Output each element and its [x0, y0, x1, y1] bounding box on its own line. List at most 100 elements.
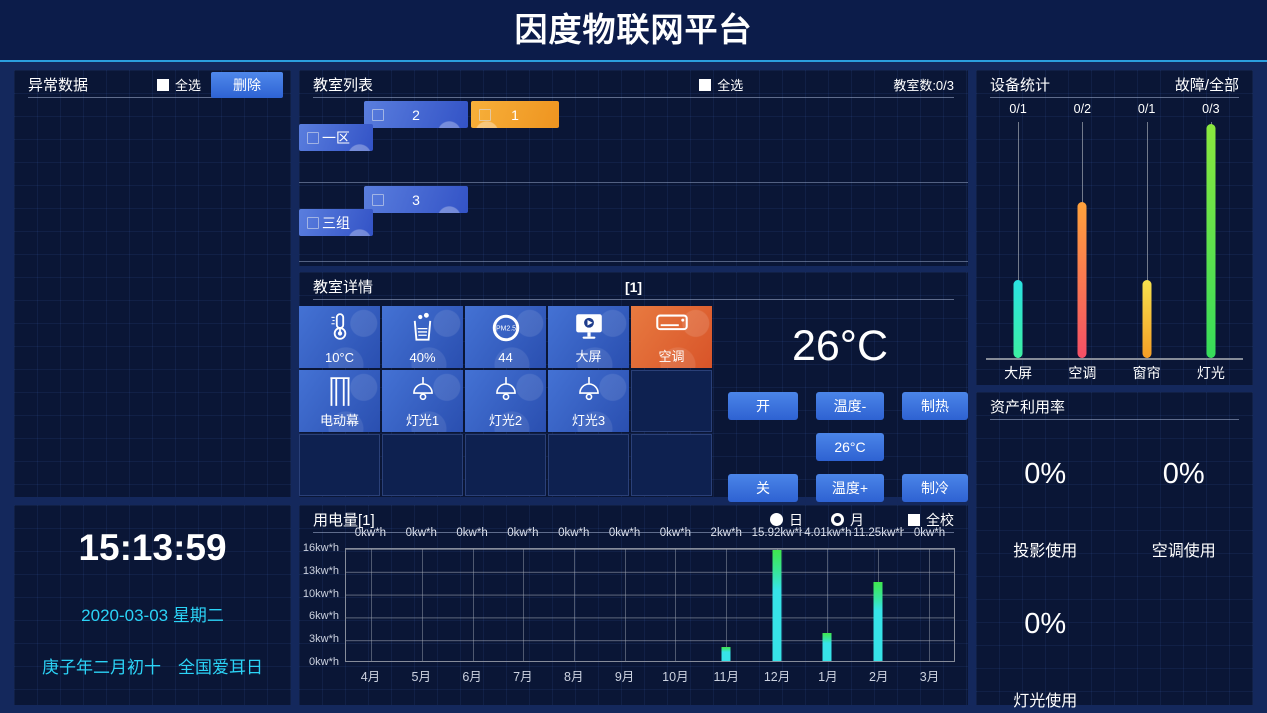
asset-label: 投影使用 [1013, 543, 1078, 560]
power-month-label: 6月 [462, 670, 482, 684]
svg-text:PM2.5: PM2.5 [495, 326, 515, 333]
group-button[interactable]: 一区 [299, 124, 373, 151]
empty-tile [631, 370, 712, 432]
mode-month-radio[interactable]: 月 [831, 510, 864, 530]
classroom-select-all[interactable]: 全选 [699, 75, 743, 94]
tile-灯光3[interactable]: 灯光3 [548, 370, 629, 432]
classroom-list-panel: 教室列表 全选 教室数:0/3 2 1 一区 3 三组 [299, 70, 968, 266]
classroom-button[interactable]: 1 [471, 101, 559, 128]
power-month-label: 9月 [614, 670, 635, 684]
group-button[interactable]: 三组 [299, 209, 373, 236]
power-month-label: 12月 [763, 670, 791, 684]
checkbox-icon[interactable] [372, 108, 384, 121]
stem-line [1146, 122, 1148, 358]
tile-灯光1[interactable]: 灯光1 [382, 370, 463, 432]
fault-total-legend: 故障/全部 [1174, 77, 1239, 94]
checkbox-icon[interactable] [156, 78, 169, 91]
checkbox-icon[interactable] [699, 78, 712, 91]
power-bar [822, 633, 832, 661]
tile-label: 灯光3 [571, 413, 606, 428]
humidity-icon [382, 312, 463, 343]
curtain-icon [299, 376, 380, 408]
school-checkbox[interactable]: 全校 [908, 510, 954, 530]
power-month-label: 4月 [360, 670, 381, 684]
select-all-label: 全选 [174, 78, 201, 93]
classroom-button[interactable]: 3 [364, 186, 468, 213]
device-column-空调: 0/2 空调 [1050, 100, 1114, 385]
pm25-icon: PM2.5 [465, 312, 546, 344]
tile-灯光2[interactable]: 灯光2 [465, 370, 546, 432]
checkbox-icon[interactable] [307, 216, 319, 229]
ac-control-area: 26°C 开 温度- 制热 26°C 关 温度+ 制冷 [712, 306, 968, 502]
fault-total-label: 0/2 [1073, 102, 1092, 116]
power-bar [873, 582, 883, 661]
room-label: 三组 [322, 214, 350, 231]
abnormal-select-all[interactable]: 全选 [156, 75, 201, 94]
device-category-label: 窗帘 [1132, 365, 1161, 381]
checkbox-icon[interactable] [307, 131, 319, 144]
power-value-label: 0kw*h [913, 527, 946, 539]
checkbox-icon[interactable] [479, 108, 491, 121]
checkbox-icon[interactable] [372, 193, 384, 206]
tile-大屏[interactable]: 大屏 [548, 306, 629, 368]
power-value-label: 2kw*h [710, 527, 742, 539]
power-month-label: 2月 [868, 670, 889, 684]
device-category-label: 空调 [1068, 365, 1097, 381]
mode-month-label: 月 [850, 511, 864, 528]
classroom-count: 教室数:0/3 [893, 78, 954, 93]
device-bar [1013, 280, 1023, 358]
delete-button[interactable]: 删除 [211, 71, 283, 98]
classroom-groups: 2 1 一区 3 三组 [299, 101, 968, 262]
device-tiles: 10°C 40% PM2.5 44 大屏 空调 电动幕 灯光1 灯光2 灯光3 [299, 306, 712, 498]
power-y-tick: 13kw*h [302, 564, 339, 577]
classroom-button[interactable]: 2 [364, 101, 468, 128]
selected-room-tag: [1] [624, 278, 643, 295]
ac-cool-button[interactable]: 制冷 [902, 474, 968, 502]
power-value-label: 0kw*h [558, 527, 590, 539]
device-bar [1077, 202, 1087, 358]
clock-panel: 15:13:59 2020-03-03 星期二 庚子年二月初十 全国爱耳日 [14, 505, 291, 705]
ac-on-button[interactable]: 开 [728, 392, 798, 420]
radio-icon[interactable] [770, 513, 783, 526]
screen-icon [548, 312, 629, 342]
device-bar [1142, 280, 1152, 358]
abnormal-panel-title: 异常数据 [28, 77, 89, 94]
tile-空调[interactable]: 空调 [631, 306, 712, 368]
ac-heat-button[interactable]: 制热 [902, 392, 968, 420]
empty-tile [382, 434, 463, 496]
lamp-icon [548, 376, 629, 408]
radio-icon[interactable] [831, 513, 844, 526]
power-month-label: 8月 [564, 670, 584, 684]
room-label: 2 [412, 106, 420, 123]
tile-电动幕[interactable]: 电动幕 [299, 370, 380, 432]
power-value-label: 0kw*h [608, 527, 641, 539]
power-y-tick: 16kw*h [302, 542, 339, 554]
classroom-detail-title: 教室详情 [313, 279, 374, 296]
ac-temp-minus-button[interactable]: 温度- [816, 392, 884, 420]
mode-day-radio[interactable]: 日 [770, 510, 803, 530]
fault-total-label: 0/3 [1202, 102, 1220, 116]
checkbox-icon[interactable] [908, 513, 920, 526]
clock-lunar: 庚子年二月初十 全国爱耳日 [42, 658, 263, 677]
power-y-tick: 3kw*h [309, 633, 339, 646]
asset-utilization-panel: 资产利用率 0% 投影使用 0% 空调使用 0% 灯光使用 [976, 392, 1253, 710]
grid-line [371, 549, 373, 661]
clock-time: 15:13:59 [78, 527, 227, 568]
empty-tile [299, 434, 380, 496]
ac-temp-plus-button[interactable]: 温度+ [816, 474, 884, 502]
device-column-灯光: 0/3 灯光 [1179, 100, 1243, 385]
asset-value: 0% [1024, 608, 1067, 640]
select-all-label: 全选 [717, 78, 744, 93]
device-column-大屏: 0/1 大屏 [986, 100, 1050, 385]
ac-icon [631, 312, 712, 335]
power-month-label: 5月 [411, 670, 431, 684]
ac-off-button[interactable]: 关 [728, 474, 798, 502]
device-stats-panel: 设备统计 故障/全部 0/1 大屏 0/2 空调 0/1 窗帘 0/3 灯光 [976, 70, 1253, 385]
stem-line [1018, 122, 1020, 358]
grid-line [827, 549, 829, 661]
grid-line [574, 549, 575, 661]
ac-setpoint-button[interactable]: 26°C [816, 433, 884, 461]
grid-line [472, 549, 474, 661]
asset-value: 0% [1024, 458, 1067, 490]
